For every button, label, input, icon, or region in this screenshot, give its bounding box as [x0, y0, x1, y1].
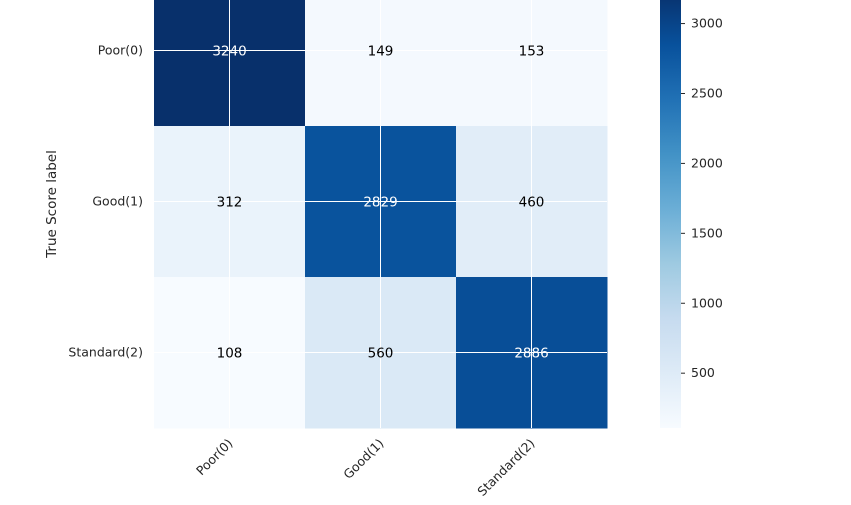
- cell-value-label: 2829: [363, 195, 397, 211]
- cell-value-label: 108: [217, 346, 243, 362]
- cell-value-label: 312: [217, 195, 243, 211]
- colorbar-tick-label: 3000: [691, 16, 723, 31]
- y-tick-label: Poor(0): [98, 43, 143, 58]
- y-tick-label: Good(1): [92, 194, 143, 209]
- colorbar-tick-label: 1000: [691, 295, 723, 310]
- gridlines: [154, 0, 607, 428]
- colorbar-tick-label: 1500: [691, 225, 723, 240]
- x-tick-labels: Poor(0) Good(1) Standard(2): [193, 436, 538, 499]
- cell-value-label: 153: [519, 44, 545, 60]
- x-tick-label: Standard(2): [474, 436, 537, 499]
- y-tick-labels: Poor(0) Good(1) Standard(2): [68, 43, 143, 360]
- colorbar-tick-label: 500: [691, 365, 715, 380]
- y-tick-label: Standard(2): [68, 345, 143, 360]
- y-axis-label: True Score label: [44, 150, 60, 259]
- cell-value-label: 2886: [514, 346, 548, 362]
- cell-value-labels: 3240 149 153 312 2829 460 108 560 2886: [212, 44, 548, 362]
- colorbar-gradient: [660, 0, 681, 428]
- colorbar-tick-label: 2000: [691, 155, 723, 170]
- cell-value-label: 3240: [212, 44, 246, 60]
- colorbar-tick-label: 2500: [691, 85, 723, 100]
- cell-value-label: 460: [519, 195, 545, 211]
- x-tick-label: Poor(0): [193, 436, 236, 479]
- colorbar: [660, 0, 681, 428]
- colorbar-ticks: 500 1000 1500 2000 2500 3000: [681, 16, 723, 380]
- cell-value-label: 560: [368, 346, 394, 362]
- cell-value-label: 149: [368, 44, 394, 60]
- x-tick-label: Good(1): [340, 436, 386, 482]
